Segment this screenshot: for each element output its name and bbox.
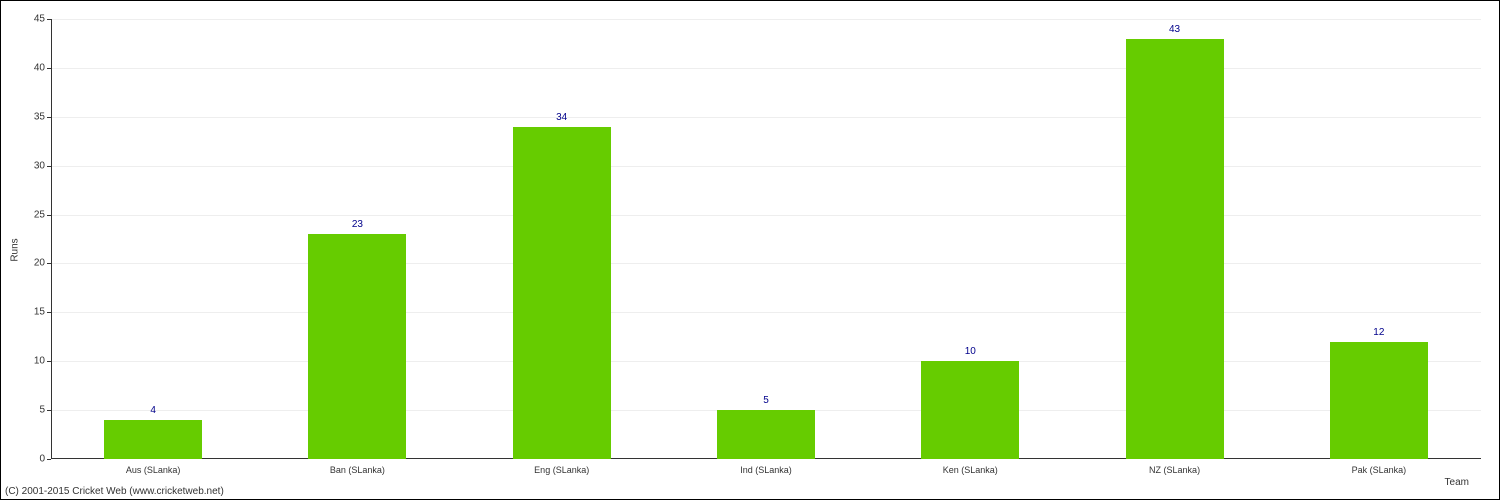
y-tick-label: 35	[34, 111, 51, 122]
grid-line	[51, 215, 1481, 216]
copyright-text: (C) 2001-2015 Cricket Web (www.cricketwe…	[5, 486, 224, 497]
x-tick-label: Eng (SLanka)	[534, 459, 589, 475]
bar-value-label: 34	[556, 112, 567, 127]
x-tick-label: Pak (SLanka)	[1352, 459, 1407, 475]
bar-value-label: 43	[1169, 24, 1180, 39]
bar: 10	[921, 361, 1019, 459]
bar-value-label: 12	[1373, 327, 1384, 342]
bar: 12	[1330, 342, 1428, 459]
bar-value-label: 10	[965, 346, 976, 361]
bar: 23	[308, 234, 406, 459]
y-tick-label: 25	[34, 209, 51, 220]
y-tick-label: 0	[39, 454, 51, 465]
bar: 5	[717, 410, 815, 459]
grid-line	[51, 117, 1481, 118]
y-tick-label: 40	[34, 62, 51, 73]
x-tick-label: Aus (SLanka)	[126, 459, 181, 475]
y-axis-title: Runs	[10, 238, 21, 261]
bar-value-label: 5	[763, 395, 769, 410]
y-tick-label: 45	[34, 14, 51, 25]
y-tick-label: 20	[34, 258, 51, 269]
x-axis-title: Team	[1445, 477, 1469, 488]
grid-line	[51, 312, 1481, 313]
bar-value-label: 23	[352, 219, 363, 234]
grid-line	[51, 68, 1481, 69]
plot-area: 051015202530354045 423345104312 Aus (SLa…	[51, 19, 1481, 459]
grid-line	[51, 361, 1481, 362]
y-tick-label: 5	[39, 405, 51, 416]
x-tick-label: Ken (SLanka)	[943, 459, 998, 475]
y-tick-label: 30	[34, 160, 51, 171]
x-tick-label: Ban (SLanka)	[330, 459, 385, 475]
y-tick-label: 15	[34, 307, 51, 318]
bar-value-label: 4	[150, 405, 156, 420]
bar: 34	[513, 127, 611, 459]
bar: 4	[104, 420, 202, 459]
grid-line	[51, 166, 1481, 167]
x-tick-label: NZ (SLanka)	[1149, 459, 1200, 475]
grid-line	[51, 263, 1481, 264]
chart-frame: 051015202530354045 423345104312 Aus (SLa…	[0, 0, 1500, 500]
y-tick-label: 10	[34, 356, 51, 367]
grid-line	[51, 19, 1481, 20]
y-axis	[51, 19, 52, 459]
x-tick-label: Ind (SLanka)	[740, 459, 792, 475]
bar: 43	[1126, 39, 1224, 459]
